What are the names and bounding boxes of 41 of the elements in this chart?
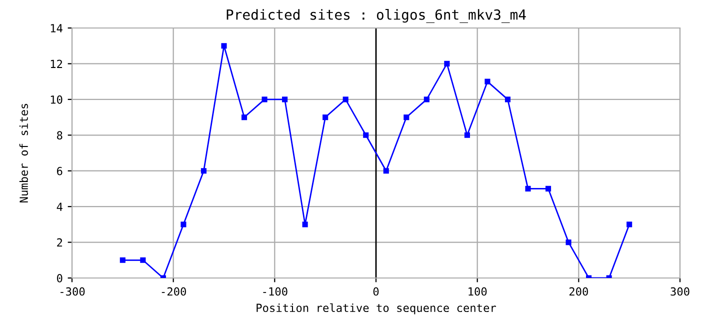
point	[180, 222, 186, 228]
y-tick-label: 12	[50, 60, 62, 68]
point	[120, 257, 126, 263]
y-tick-label: 2	[57, 238, 62, 247]
point	[200, 168, 207, 174]
x-axis-title: Position relative to sequence center	[256, 303, 496, 314]
x-tick-label: -200	[162, 287, 186, 296]
chart-title: Predicted sites : oligos_6nt_mkv3_m4	[226, 9, 526, 23]
y-axis-title: Number of sites	[19, 104, 28, 202]
y-tick-label: 8	[56, 131, 62, 140]
point	[383, 168, 389, 174]
point	[504, 96, 511, 102]
y-tick-label: 14	[50, 24, 62, 32]
point	[241, 114, 248, 120]
y-tick-label: 10	[50, 95, 62, 104]
y-tick-label: 4	[56, 202, 62, 211]
point	[404, 114, 410, 120]
point	[262, 96, 268, 102]
point	[424, 96, 430, 102]
point	[342, 96, 348, 102]
point	[302, 222, 308, 228]
x-tick-label: -100	[263, 287, 288, 296]
x-tick-label: -300	[60, 287, 85, 296]
point	[545, 186, 552, 192]
x-tick-label: 200	[569, 287, 588, 296]
point	[626, 222, 632, 228]
x-tick-label: 0	[373, 287, 379, 296]
point	[566, 240, 572, 246]
x-tick-label: 100	[468, 287, 487, 296]
point	[444, 60, 450, 66]
point	[221, 43, 227, 49]
point	[525, 186, 531, 192]
point	[484, 78, 490, 84]
point	[140, 257, 146, 263]
x-tick-label: 300	[670, 287, 690, 296]
point	[322, 114, 328, 120]
y-tick-label: 6	[57, 166, 62, 176]
y-tick-label: 0	[57, 274, 62, 282]
point	[363, 132, 369, 138]
point	[464, 132, 470, 138]
point	[282, 96, 288, 102]
